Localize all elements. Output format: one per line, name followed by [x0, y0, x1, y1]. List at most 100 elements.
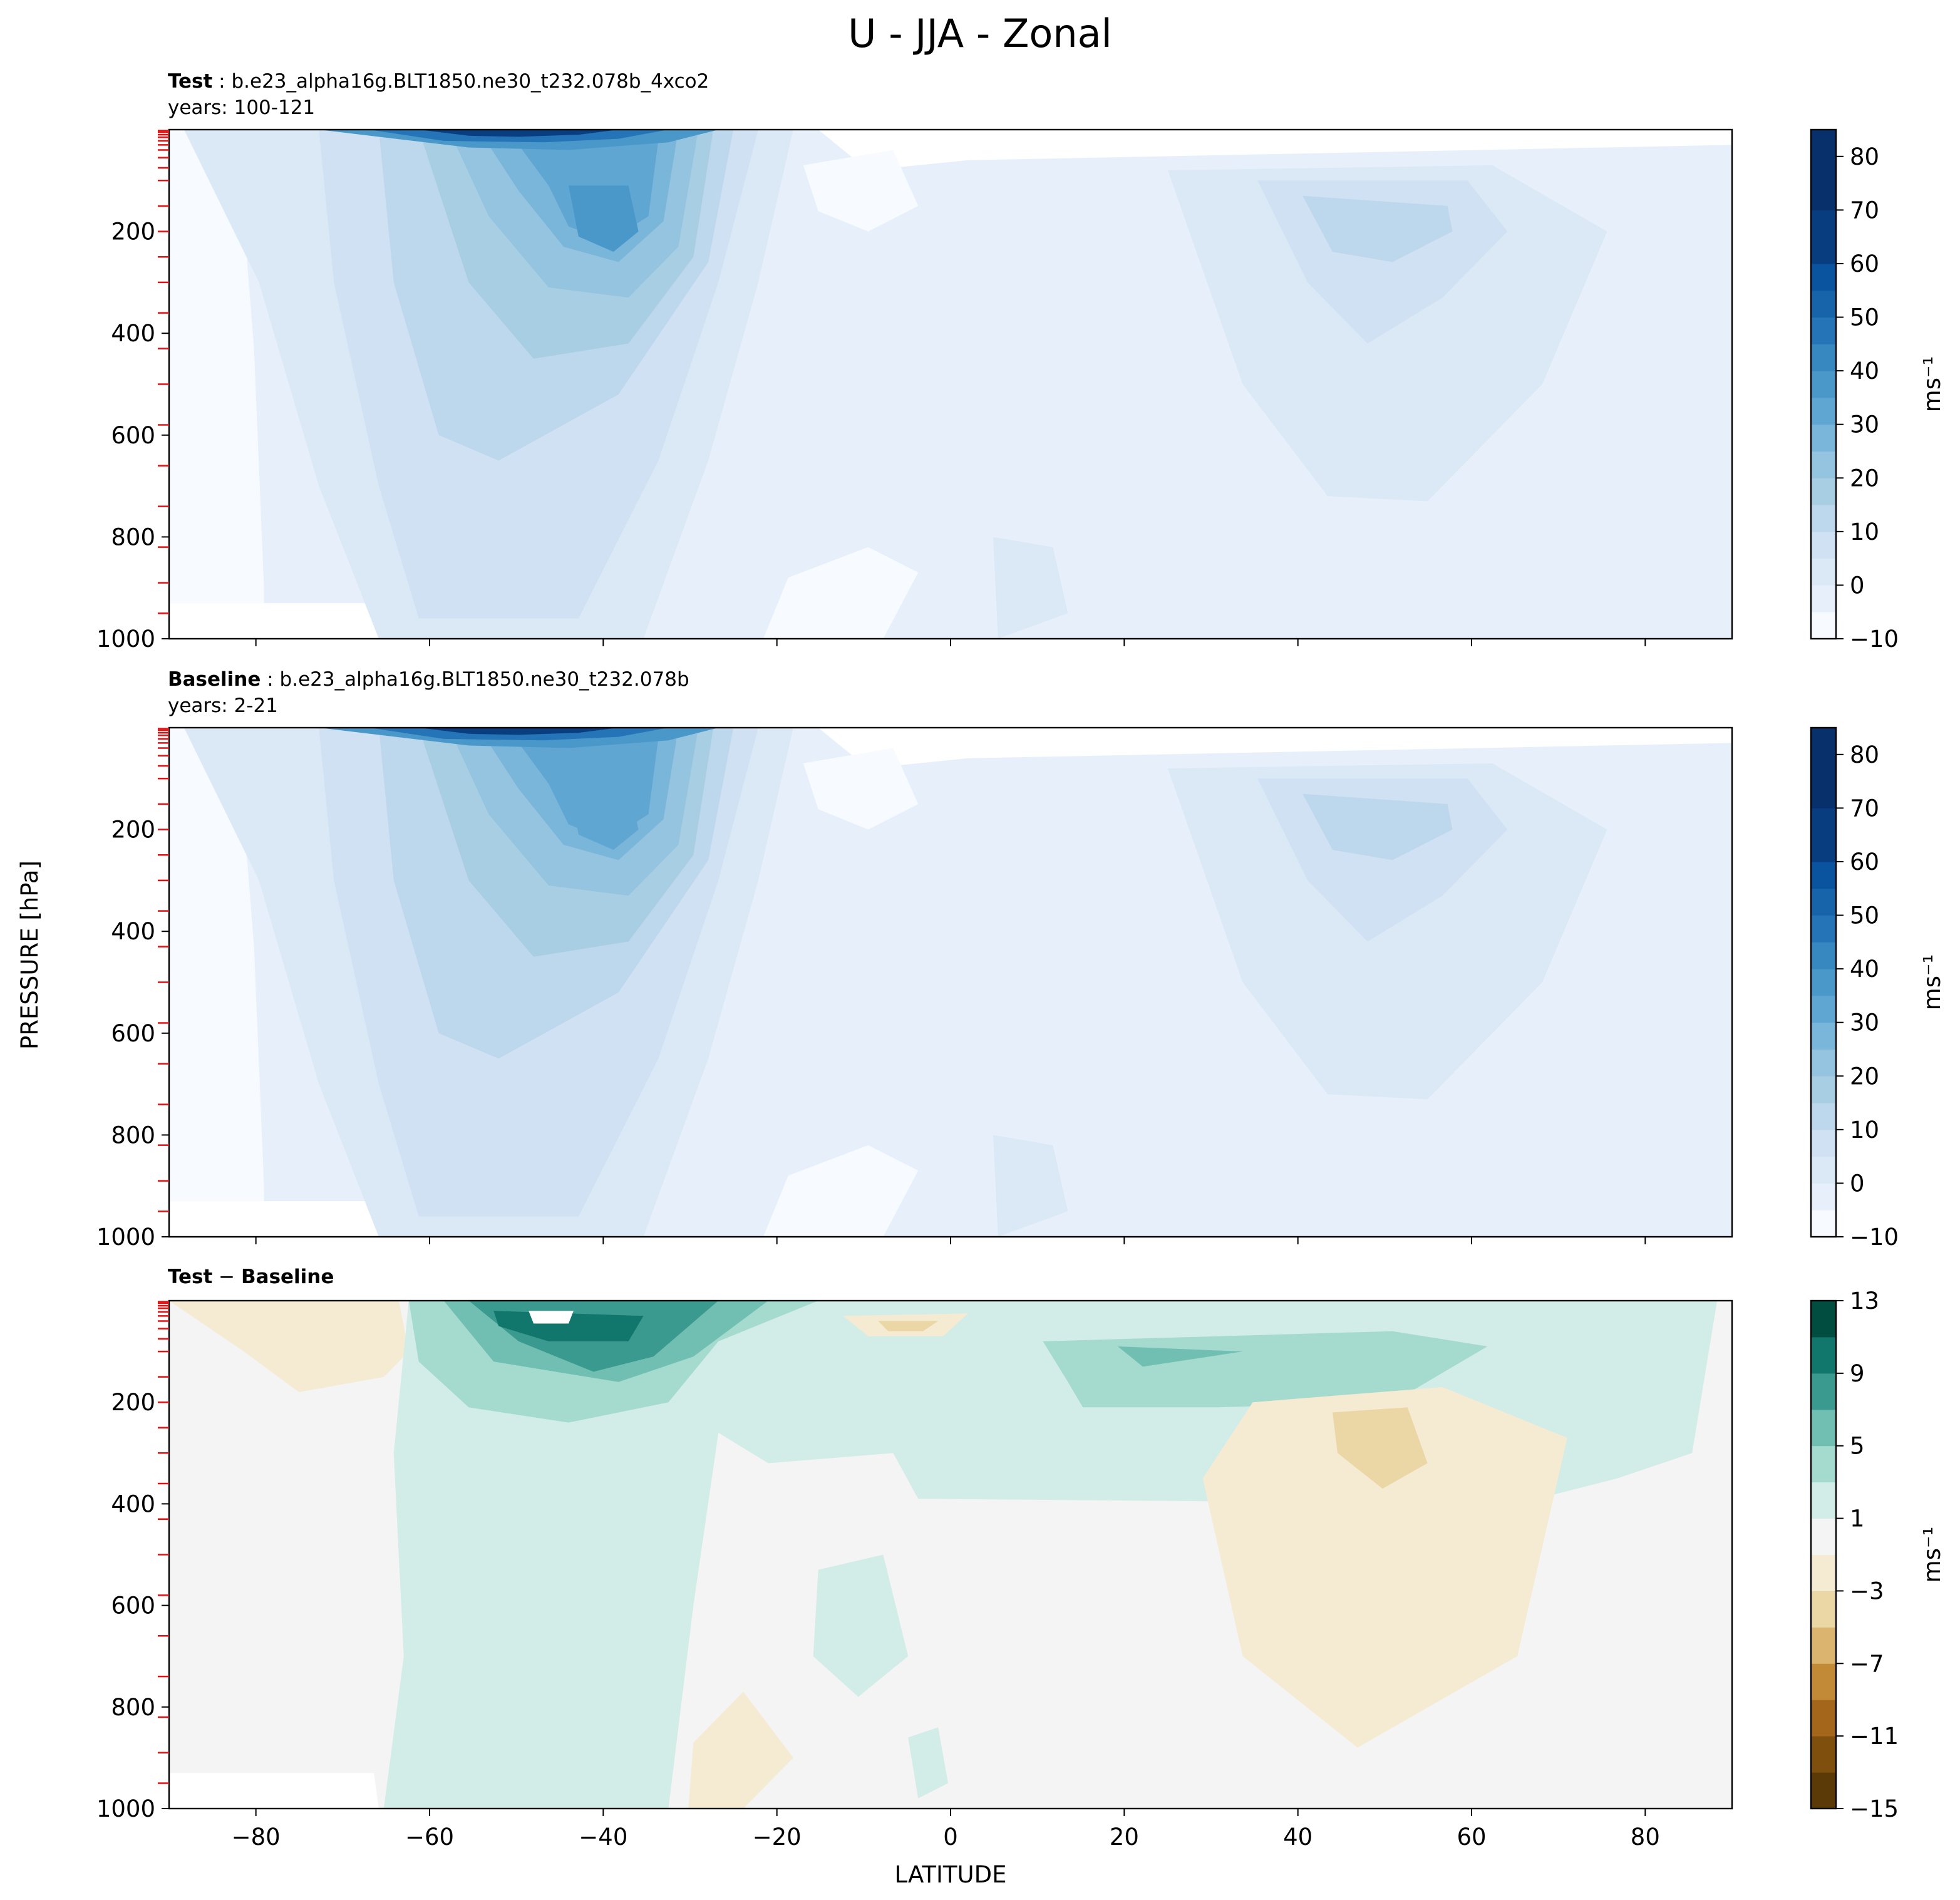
test-cbar-segment-8	[1811, 397, 1836, 425]
test-cbar-tick-label-9: −10	[1850, 626, 1899, 653]
diff-low-neg	[688, 1691, 793, 1809]
diff-cbar-tick-label-7: −15	[1850, 1795, 1899, 1822]
test-cbar-segment-7	[1811, 424, 1836, 452]
diff-cbar-tick-label-1: 9	[1850, 1360, 1865, 1387]
test-cbar-tick-label-8: 0	[1850, 572, 1865, 599]
x-axis-label: LATITUDE	[895, 1861, 1007, 1888]
test-cbar-segment-4	[1811, 505, 1836, 532]
diff-cbar-segment-10	[1811, 1409, 1836, 1447]
y-axis-label: PRESSURE [hPa]	[16, 860, 43, 1050]
baseline-nh-surface	[993, 1135, 1068, 1237]
diff-nh-neg	[1202, 1386, 1567, 1748]
baseline-nh-c3	[1302, 793, 1453, 860]
test-cbar-label: ms⁻¹	[1919, 356, 1946, 413]
baseline-ytick-label-2: 600	[111, 1020, 155, 1047]
test-panel-header: Test : b.e23_alpha16g.BLT1850.ne30_t232.…	[168, 70, 709, 93]
diff-cbar-segment-8	[1811, 1482, 1836, 1519]
diff-xtick-label-3: −20	[753, 1824, 802, 1851]
diff-xtick-label-1: −60	[405, 1824, 454, 1851]
test-sep: :	[212, 70, 232, 93]
baseline-sep: :	[260, 668, 280, 691]
diff-tropical-neg-core	[878, 1321, 939, 1331]
diff-cbar-segment-4	[1811, 1627, 1836, 1664]
baseline-cbar-tick-label-8: 0	[1850, 1170, 1865, 1197]
test-cbar-frame	[1810, 128, 1837, 640]
diff-cbar-tick-label-2: 5	[1850, 1433, 1865, 1460]
test-nh-surface	[993, 537, 1068, 639]
baseline-tropical-surface	[763, 1145, 919, 1237]
diff-ytick-label-1: 400	[111, 1490, 155, 1517]
diff-sep: −	[212, 1266, 242, 1288]
baseline-ytick-label-1: 400	[111, 918, 155, 945]
diff-ytick-label-4: 1000	[96, 1795, 155, 1822]
baseline-cbar-segment-13	[1811, 861, 1836, 889]
test-cbar-tick-label-3: 50	[1850, 304, 1879, 331]
test-antarctic-mask	[169, 603, 379, 639]
test-case-name: b.e23_alpha16g.BLT1850.ne30_t232.078b_4x…	[231, 70, 709, 93]
diff-sh-jet-max	[529, 1311, 574, 1324]
test-cbar-segment-9	[1811, 371, 1836, 398]
baseline-cbar-segment-4	[1811, 1103, 1836, 1130]
baseline-case-name: b.e23_alpha16g.BLT1850.ne30_t232.078b	[279, 668, 689, 691]
diff-ytick-label-0: 200	[111, 1389, 155, 1416]
test-cbar-tick-label-5: 30	[1850, 411, 1879, 438]
test-tropical-surface	[763, 547, 919, 639]
baseline-ytick-label-4: 1000	[96, 1224, 155, 1251]
test-pnj-3	[418, 130, 619, 137]
baseline-cbar-tick-label-0: 80	[1850, 741, 1879, 768]
diff-xtick-label-0: −80	[232, 1824, 281, 1851]
test-nh-c3	[1302, 195, 1453, 262]
diff-pos-low	[908, 1727, 948, 1799]
test-ytick-label-1: 400	[111, 320, 155, 347]
diff-cbar-segment-7	[1811, 1518, 1836, 1555]
diff-nh-pos-core	[1118, 1346, 1243, 1367]
baseline-cbar-label: ms⁻¹	[1919, 954, 1946, 1011]
diff-cbar-frame	[1810, 1299, 1837, 1810]
diff-cbar-segment-1	[1811, 1736, 1836, 1773]
baseline-cbar-tick-label-4: 40	[1850, 956, 1879, 983]
baseline-tropical-top	[818, 728, 1732, 768]
test-label: Test	[168, 70, 213, 93]
baseline-sh-core	[569, 783, 639, 850]
baseline-cbar-segment-6	[1811, 1049, 1836, 1076]
baseline-label: Baseline	[168, 668, 261, 691]
test-polar-weak	[169, 130, 264, 639]
test-cbar-segment-6	[1811, 451, 1836, 478]
baseline-cbar-segment-5	[1811, 1076, 1836, 1103]
test-cbar-tick-label-2: 60	[1850, 250, 1879, 277]
test-cbar-segment-10	[1811, 344, 1836, 371]
baseline-ytick-label-3: 800	[111, 1122, 155, 1149]
baseline-cbar-segment-11	[1811, 915, 1836, 942]
test-tropical-upper	[803, 150, 919, 232]
diff-cbar-tick-label-4: −3	[1850, 1577, 1884, 1604]
baseline-cbar-segment-15	[1811, 728, 1836, 808]
test-ytick-label-4: 1000	[96, 626, 155, 653]
test-cbar-tick-label-0: 80	[1850, 143, 1879, 170]
test-ytick-label-0: 200	[111, 219, 155, 245]
diff-xtick-label-7: 60	[1457, 1824, 1486, 1851]
diff-xtick-label-2: −40	[579, 1824, 627, 1851]
diff-cbar-tick-label-3: 1	[1850, 1505, 1865, 1532]
test-cbar-segment-0	[1811, 612, 1836, 639]
baseline-ytick-label-0: 200	[111, 817, 155, 844]
test-cbar-tick-label-4: 40	[1850, 358, 1879, 385]
diff-xtick-label-4: 0	[943, 1824, 958, 1851]
test-ytick-label-3: 800	[111, 524, 155, 550]
diff-ytick-label-3: 800	[111, 1694, 155, 1721]
baseline-cbar-frame	[1810, 726, 1837, 1238]
baseline-pnj-3	[418, 728, 619, 735]
diff-nh-neg-core	[1333, 1407, 1428, 1489]
diff-cbar-segment-2	[1811, 1700, 1836, 1737]
diff-xtick-label-6: 40	[1283, 1824, 1313, 1851]
baseline-cbar-tick-label-2: 60	[1850, 849, 1879, 875]
test-cbar-segment-2	[1811, 558, 1836, 586]
diff-cbar-tick-label-5: −7	[1850, 1650, 1884, 1677]
baseline-cbar-segment-9	[1811, 969, 1836, 996]
baseline-cbar-segment-1	[1811, 1183, 1836, 1211]
diff-xtick-label-5: 20	[1110, 1824, 1139, 1851]
diff-cbar-segment-9	[1811, 1445, 1836, 1483]
diff-panel-header: Test − Baseline	[168, 1266, 334, 1288]
diff-test-label: Test	[168, 1266, 213, 1288]
diff-cbar-segment-0	[1811, 1772, 1836, 1809]
test-cbar-segment-14	[1811, 210, 1836, 264]
